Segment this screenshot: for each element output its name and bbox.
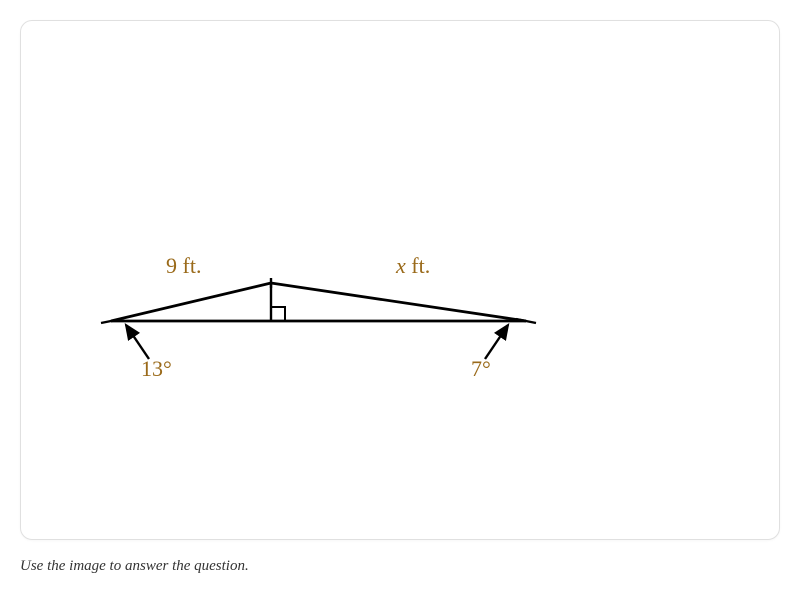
right-angle-arrow — [485, 325, 508, 359]
right-angle-marker — [271, 307, 285, 321]
right-angle-label: 7° — [471, 356, 491, 381]
right-side — [271, 283, 526, 321]
left-angle-label: 13° — [141, 356, 172, 381]
question-caption: Use the image to answer the question. — [20, 558, 780, 575]
diagram-card: 9 ft. x ft. 13° 7° — [20, 20, 780, 540]
geometry-diagram: 9 ft. x ft. 13° 7° — [21, 21, 779, 539]
left-angle-arrow — [126, 325, 149, 359]
right-side-label: x ft. — [395, 253, 430, 278]
left-side — [111, 283, 271, 321]
left-side-label: 9 ft. — [166, 253, 201, 278]
